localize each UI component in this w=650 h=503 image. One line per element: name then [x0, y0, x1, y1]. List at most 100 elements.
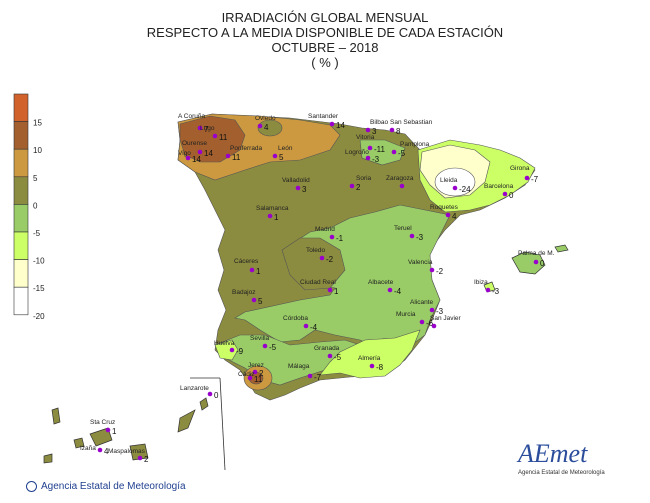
- station-marker: [295, 185, 301, 191]
- station-value: 4: [104, 447, 109, 456]
- station-marker: [533, 259, 539, 265]
- station-marker: [327, 353, 333, 359]
- station-name: Cáceres: [234, 258, 259, 265]
- station-marker: [365, 127, 371, 133]
- logo-text: AEmet: [516, 439, 588, 468]
- station-marker: [524, 175, 530, 181]
- station-name: Málaga: [288, 363, 310, 370]
- station-name: Izaña: [80, 445, 96, 452]
- station-value: -3: [416, 233, 424, 242]
- island-gran-canaria: [129, 443, 149, 461]
- station-marker: [197, 149, 203, 155]
- station-value: 1: [334, 287, 339, 296]
- station-value: -2: [436, 267, 444, 276]
- station-marker: [97, 447, 103, 453]
- station-name: Maspalomas: [108, 448, 146, 455]
- station-name: Lleida: [440, 177, 458, 184]
- station-value: -3: [372, 155, 380, 164]
- station-value: 5: [258, 297, 263, 306]
- station-name: Sta Cruz: [90, 419, 115, 426]
- legend-label: 5: [33, 174, 38, 183]
- station-marker: [391, 149, 397, 155]
- station-value: -3: [436, 307, 444, 316]
- legend-label: -20: [33, 312, 45, 321]
- station-value: 14: [336, 121, 345, 130]
- station-name: Vitoria: [356, 134, 375, 141]
- island-mallorca: [511, 251, 546, 275]
- station-name: Ibiza: [474, 279, 488, 286]
- station-name: Vigo: [178, 150, 191, 157]
- station-name: Valencia: [408, 259, 433, 266]
- legend-label: 0: [33, 201, 38, 210]
- station-marker: [251, 297, 257, 303]
- station-name: Salamanca: [256, 205, 289, 212]
- copyright-icon: [26, 481, 37, 492]
- station-value: 14: [192, 155, 201, 164]
- aemet-logo: AEmet Agencia Estatal de Meteorología: [516, 439, 605, 476]
- title-line2: RESPECTO A LA MEDIA DISPONIBLE DE CADA E…: [146, 25, 504, 40]
- region-0-5-interior: [281, 237, 346, 291]
- station-marker: [247, 375, 253, 381]
- station-value: 2: [144, 455, 149, 464]
- station-value: 1: [274, 213, 279, 222]
- station-marker: [431, 323, 437, 329]
- station-value: 2: [259, 369, 264, 378]
- station-name: Soria: [356, 175, 372, 182]
- logo-subtitle: Agencia Estatal de Meteorología: [518, 470, 605, 476]
- station-name: Palma de M.: [518, 250, 555, 257]
- region-oviedo: [257, 119, 283, 137]
- island-tenerife: [89, 427, 113, 447]
- station-value: -4: [394, 287, 402, 296]
- station-value: 0: [509, 191, 514, 200]
- station-marker: [349, 183, 355, 189]
- station-value: -8: [376, 363, 384, 372]
- station-value: 14: [204, 149, 213, 158]
- station-marker: [369, 363, 375, 369]
- station-marker: [307, 373, 313, 379]
- legend-label: 15: [33, 119, 42, 128]
- station-marker: [319, 255, 325, 261]
- legend-swatch: [13, 176, 29, 205]
- island-la-palma: [51, 407, 61, 425]
- station-name: Jerez: [248, 362, 264, 369]
- station-marker: [389, 127, 395, 133]
- station-name: Toledo: [306, 247, 326, 254]
- station-value: 1: [112, 427, 117, 436]
- station-marker: [272, 153, 278, 159]
- station-name: Alicante: [410, 299, 434, 306]
- station-value: 0: [214, 391, 219, 400]
- station-name: Granada: [314, 345, 340, 352]
- region-below-neg15: [434, 167, 476, 197]
- station-marker: [429, 267, 435, 273]
- station-value: 3: [302, 185, 307, 194]
- station-name: Pamplona: [400, 141, 430, 148]
- station-value: -5: [334, 353, 342, 362]
- station-marker: [485, 287, 491, 293]
- station-name: Lugo: [200, 125, 215, 132]
- station-name: Oviedo: [255, 115, 276, 122]
- legend-swatch: [13, 148, 29, 178]
- title-line3: OCTUBRE – 2018: [271, 40, 379, 55]
- stations: A Coruña7Lugo11Ourense14Vigo14Oviedo4San…: [80, 113, 555, 464]
- station-name: Madrid: [315, 226, 335, 233]
- station-marker: [137, 455, 143, 461]
- footer-text: Agencia Estatal de Meteorología: [41, 481, 186, 493]
- station-name: Ourense: [182, 140, 207, 147]
- station-value: 8: [396, 127, 401, 136]
- island-fuerteventura: [177, 409, 196, 433]
- legend-swatch: [13, 121, 29, 150]
- station-marker: [197, 125, 203, 131]
- station-name: León: [278, 145, 293, 152]
- station-value: 7: [204, 125, 209, 134]
- station-name: Murcia: [396, 311, 416, 318]
- station-name: Albacete: [368, 279, 394, 286]
- island-lanzarote: [199, 397, 209, 411]
- legend-label: -5: [33, 229, 41, 238]
- station-marker: [399, 183, 405, 189]
- station-name: San Javier: [430, 315, 462, 322]
- legend-swatch: [13, 231, 29, 260]
- station-value: 11: [254, 375, 263, 384]
- station-name: Logroño: [345, 149, 369, 156]
- station-value: -9: [236, 347, 244, 356]
- station-name: Lanzarote: [180, 385, 209, 392]
